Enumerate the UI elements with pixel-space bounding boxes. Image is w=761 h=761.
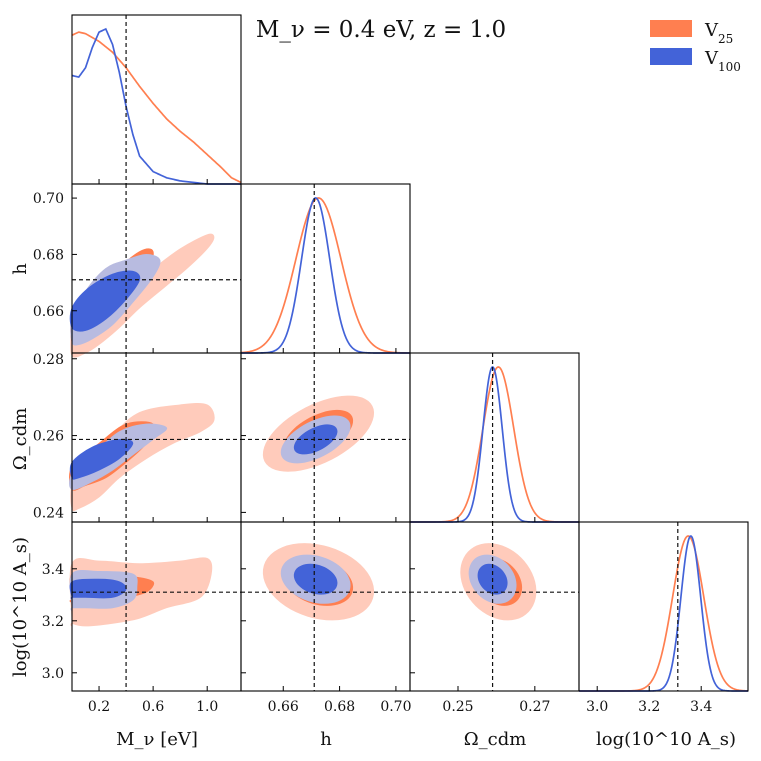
legend-label-sub-v100: 100: [718, 60, 741, 74]
joint-mnu-as-y-tick-label: 3.4: [42, 562, 64, 578]
joint-panel-mnu-as: 0.2 0.6 1.0 3.0 3.2 3.4: [42, 521, 242, 715]
joint-contour-mnu-ocdm-v100-inner: [69, 438, 134, 480]
marginal-line-as-v25: [579, 535, 749, 692]
joint-contour-h-ocdm-v100-inner: [293, 424, 338, 455]
marginal-line-mnu-v25: [71, 31, 242, 184]
joint-contour-mnu-as-v100-inner: [69, 578, 127, 599]
joint-mnu-as-x-tick-label: 0.2: [88, 699, 110, 715]
legend-label-v25: V25: [704, 20, 733, 46]
marginal-panel-h: [240, 183, 411, 354]
marginal-panel-frame-h: [240, 183, 411, 354]
x-axis-label-as: log(10^10 A_s): [596, 729, 736, 750]
x-axis-label-mnu: M_ν [eV]: [116, 729, 198, 750]
marginal-panel-frame-as: [578, 521, 749, 692]
joint-mnu-h-y-tick-label: 0.68: [33, 247, 64, 263]
title-group: M_ν = 0.4 eV, z = 1.0: [256, 17, 506, 43]
marginal-line-h-v100: [241, 197, 410, 354]
joint-mnu-as-x-tick-label: 1.0: [196, 699, 218, 715]
marginal-as-x-tick-label: 3.4: [690, 699, 712, 715]
y-axis-label-as: log(10^10 A_s): [10, 537, 31, 677]
y-axis-label-h: h: [10, 263, 31, 275]
marginal-as-x-tick-label: 3.2: [638, 699, 660, 715]
joint-h-as-x-tick-label: 0.70: [380, 699, 411, 715]
joint-h-as-x-tick-label: 0.68: [324, 699, 355, 715]
marginal-panel-frame-ocdm: [409, 352, 580, 523]
joint-mnu-as-x-tick-label: 0.6: [142, 699, 164, 715]
joint-mnu-ocdm-y-tick-label: 0.26: [33, 429, 64, 445]
marginal-line-ocdm-v25: [410, 366, 579, 523]
marginal-line-ocdm-v100: [410, 366, 579, 523]
joint-ocdm-as-x-tick-label: 0.25: [442, 699, 473, 715]
legend-label-v100: V100: [704, 48, 741, 74]
marginal-panel-ocdm: [409, 352, 580, 523]
joint-mnu-h-y-tick-label: 0.66: [33, 304, 64, 320]
joint-panel-mnu-h: 0.66 0.68 0.70: [33, 183, 242, 358]
joint-ocdm-as-x-tick-label: 0.27: [519, 699, 550, 715]
y-axis-label-ocdm: Ω_cdm: [10, 408, 31, 471]
joint-contour-h-as-v100-inner: [293, 563, 338, 595]
marginal-line-h-v25: [240, 197, 410, 354]
chart-title: M_ν = 0.4 eV, z = 1.0: [256, 17, 506, 43]
joint-panel-ocdm-as: 0.25 0.27: [409, 521, 580, 715]
legend-swatch-v25: [650, 20, 692, 37]
joint-mnu-h-y-tick-label: 0.70: [33, 191, 64, 207]
marginal-as-x-tick-label: 3.0: [586, 699, 608, 715]
joint-panel-h-ocdm: [240, 352, 411, 523]
marginal-line-as-v100: [579, 535, 748, 692]
joint-mnu-ocdm-y-tick-label: 0.24: [33, 505, 64, 521]
x-axis-label-ocdm: Ω_cdm: [464, 729, 527, 750]
joint-h-as-x-tick-label: 0.66: [268, 699, 299, 715]
joint-mnu-as-y-tick-label: 3.0: [42, 666, 64, 682]
legend-label-sub-v25: 25: [718, 32, 733, 46]
marginal-panel-as: 3.0 3.2 3.4: [578, 521, 749, 715]
joint-panel-h-as: 0.66 0.68 0.70: [240, 521, 412, 715]
joint-mnu-ocdm-y-tick-label: 0.28: [33, 352, 64, 368]
joint-panel-mnu-ocdm: 0.24 0.26 0.28: [33, 352, 242, 523]
x-axis-label-h: h: [320, 729, 332, 750]
marginal-panel-mnu: [71, 14, 242, 185]
legend-swatch-v100: [650, 48, 692, 65]
joint-mnu-as-y-tick-label: 3.2: [42, 614, 64, 630]
